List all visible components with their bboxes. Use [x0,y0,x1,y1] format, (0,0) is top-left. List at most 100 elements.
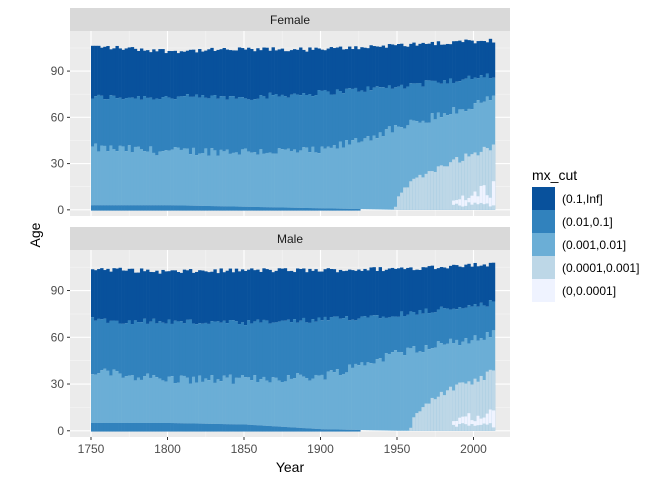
heatmap-tile [400,352,404,431]
heatmap-tile [274,50,278,95]
heatmap-tile [421,407,425,431]
heatmap-tile [436,396,441,431]
heatmap-tile [124,48,129,99]
heatmap-tile [384,87,389,130]
heatmap-tile [479,375,483,431]
heatmap-tile [317,429,321,432]
heatmap-tile [91,45,95,99]
heatmap-tile [149,377,153,423]
heatmap-tile [115,151,119,206]
heatmap-tile [164,53,168,97]
heatmap-tile [109,205,113,211]
heatmap-tile [127,268,132,321]
heatmap-tile [436,112,441,210]
heatmap-tile [149,52,153,98]
heatmap-tile [467,381,471,431]
heatmap-tile [280,426,285,432]
heatmap-tile [436,41,441,83]
heatmap-tile [458,382,462,431]
heatmap-tile [366,48,370,87]
heatmap-tile [167,376,171,423]
heatmap-tile [112,422,116,432]
heatmap-tile [222,320,226,376]
heatmap-tile [188,96,193,155]
heatmap-tile [201,423,205,432]
heatmap-tile [292,49,297,94]
heatmap-tile [308,208,312,211]
heatmap-tile [433,399,438,431]
heatmap-tile [161,205,165,211]
heatmap-tile [344,88,349,141]
heatmap-tile [338,429,343,432]
heatmap-tile [158,321,162,379]
heatmap-tile [302,147,306,208]
heatmap-tile [130,268,135,325]
heatmap-tile [100,145,104,206]
heatmap-tile [326,371,330,430]
heatmap-tile [387,44,392,86]
heatmap-tile [253,425,257,432]
heatmap-tile [283,207,288,211]
heatmap-tile [204,423,208,432]
heatmap-tile [335,369,340,430]
heatmap-tile [357,365,361,430]
heatmap-tile [341,318,346,374]
heatmap-tile [442,113,447,210]
heatmap-tile [106,370,110,423]
heatmap-tile [384,47,389,88]
heatmap-tile [256,381,260,426]
heatmap-tile [97,373,101,423]
heatmap-tile [94,374,98,423]
heatmap-tile [121,146,125,206]
heatmap-tile [348,144,352,209]
heatmap-tile [143,318,147,377]
heatmap-tile [207,323,211,381]
heatmap-tile [289,378,294,428]
heatmap-tile [283,381,288,427]
heatmap-tile [265,152,269,208]
heatmap-tile [308,428,312,432]
x-tick-label: 1850 [231,442,258,456]
heatmap-tile [302,93,306,148]
heatmap-tile [280,149,285,208]
heatmap-tile [121,49,125,100]
heatmap-tile [488,197,493,207]
heatmap-tile [161,151,165,206]
heatmap-tile [421,267,425,314]
heatmap-tile [289,151,294,208]
heatmap-tile [292,319,297,379]
heatmap-tile [357,269,361,319]
heatmap-tile [240,375,245,425]
heatmap-tile [378,87,382,133]
heatmap-tile [115,98,119,152]
heatmap-tile [452,390,456,431]
heatmap-tile [292,149,297,208]
heatmap-tile [133,422,138,432]
heatmap-tile [191,423,196,432]
heatmap-tile [170,423,174,432]
heatmap-tile [109,95,113,146]
heatmap-tile [250,380,254,425]
heatmap-tile [247,320,251,378]
heatmap-tile [390,267,395,317]
heatmap-tile [320,208,324,211]
heatmap-tile [259,271,263,323]
heatmap-tile [127,422,132,432]
heatmap-tile [91,205,95,211]
heatmap-tile [314,95,318,153]
heatmap-tile [167,422,171,432]
heatmap-tile [470,154,474,210]
heatmap-tile [476,381,480,431]
heatmap-tile [256,269,260,320]
heatmap-tile [461,160,465,210]
heatmap-tile [335,316,340,370]
heatmap-tile [234,50,239,99]
heatmap-tile [299,374,303,428]
heatmap-tile [344,429,349,432]
heatmap-tile [354,429,358,432]
heatmap-tile [433,312,438,348]
heatmap-tile [234,98,239,153]
heatmap-tile [409,267,413,312]
heatmap-tile [271,47,275,96]
heatmap-tile [149,422,153,432]
